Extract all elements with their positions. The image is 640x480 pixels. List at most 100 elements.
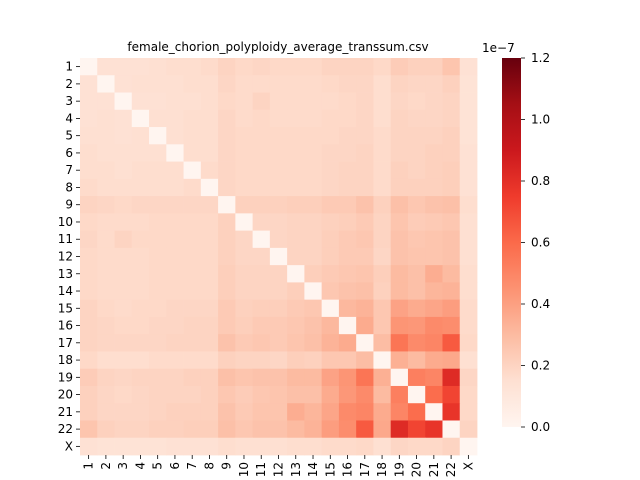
heatmap-cell (304, 282, 323, 301)
heatmap-cell (356, 109, 374, 128)
heatmap-cell (321, 58, 340, 76)
heatmap-cell (407, 316, 426, 335)
heatmap-cell (287, 178, 305, 197)
y-tick-label: 17 (58, 336, 73, 350)
heatmap-cell (321, 127, 340, 145)
heatmap-cell (390, 282, 409, 301)
heatmap-cell (304, 109, 323, 128)
heatmap-cell (252, 299, 271, 318)
heatmap-cell (80, 368, 98, 387)
heatmap-cell (252, 282, 271, 301)
heatmap-cell (304, 144, 323, 162)
heatmap-cell (373, 161, 392, 180)
heatmap-cell (80, 109, 98, 128)
heatmap-cell (338, 265, 357, 283)
heatmap-cell (80, 334, 98, 352)
heatmap-cell (97, 92, 115, 111)
heatmap-cell (166, 299, 184, 318)
heatmap-cell (442, 437, 461, 456)
heatmap-cell (183, 265, 202, 283)
heatmap-cell (131, 127, 150, 145)
heatmap-cell (442, 368, 461, 387)
heatmap-cell (459, 420, 478, 439)
heatmap-cell (287, 109, 305, 128)
heatmap-cell (183, 230, 202, 249)
heatmap-cell (97, 127, 115, 145)
heatmap-cell (235, 403, 254, 421)
y-tick-label: 16 (58, 319, 73, 333)
heatmap-cell (356, 213, 374, 232)
heatmap-cell (131, 265, 150, 283)
heatmap-cell (373, 230, 392, 249)
heatmap-cell (183, 282, 202, 301)
heatmap-cell (338, 230, 357, 249)
heatmap-cell (166, 196, 184, 214)
heatmap-cell (390, 437, 409, 456)
heatmap-cell (149, 247, 167, 266)
x-tick-label: 3 (116, 462, 130, 470)
heatmap-cell (218, 282, 236, 301)
heatmap-cell (269, 247, 288, 266)
heatmap-cell (252, 92, 271, 111)
heatmap-cell (287, 316, 305, 335)
heatmap-cell (114, 109, 133, 128)
heatmap-cell (407, 92, 426, 111)
heatmap-cell (459, 161, 478, 180)
heatmap-cell (269, 368, 288, 387)
heatmap-cell (356, 178, 374, 197)
heatmap-cell (252, 127, 271, 145)
heatmap-cell (338, 420, 357, 439)
heatmap-cell (114, 282, 133, 301)
heatmap-cell (442, 403, 461, 421)
heatmap-cell (373, 420, 392, 439)
heatmap-cell (407, 437, 426, 456)
x-tick-label: 11 (254, 462, 268, 477)
heatmap-cell (321, 403, 340, 421)
heatmap-cell (373, 213, 392, 232)
heatmap-cell (321, 334, 340, 352)
heatmap-cell (252, 420, 271, 439)
heatmap-cell (356, 75, 374, 93)
y-tick-label: 5 (65, 129, 73, 143)
heatmap-cell (287, 196, 305, 214)
heatmap-cell (131, 230, 150, 249)
heatmap-cell (200, 247, 219, 266)
heatmap-cell (269, 316, 288, 335)
heatmap-cell (114, 385, 133, 404)
heatmap-cell (425, 196, 443, 214)
heatmap-cell (166, 437, 184, 456)
y-tick-label: 20 (58, 388, 73, 402)
heatmap-cell (166, 58, 184, 76)
heatmap-cell (183, 368, 202, 387)
heatmap-cell (183, 178, 202, 197)
y-tick-label: 4 (65, 111, 73, 125)
heatmap-cell (166, 385, 184, 404)
heatmap-cell (459, 351, 478, 370)
heatmap-cell (80, 265, 98, 283)
heatmap-cell (425, 58, 443, 76)
heatmap-cell (373, 144, 392, 162)
heatmap-cell (252, 334, 271, 352)
heatmap-cell (235, 230, 254, 249)
heatmap-cell (425, 368, 443, 387)
heatmap-cell (442, 58, 461, 76)
heatmap-cell (235, 299, 254, 318)
heatmap-cell (97, 161, 115, 180)
heatmap-cell (166, 282, 184, 301)
heatmap-cell (425, 92, 443, 111)
heatmap-cell (321, 316, 340, 335)
heatmap-cell (218, 109, 236, 128)
heatmap-cell (390, 161, 409, 180)
heatmap-cell (269, 265, 288, 283)
heatmap-cell (425, 265, 443, 283)
heatmap-cell (218, 403, 236, 421)
heatmap-cell (338, 299, 357, 318)
heatmap-cell (338, 368, 357, 387)
heatmap-cell (235, 282, 254, 301)
x-tick-label: 17 (358, 462, 372, 477)
heatmap-cell (304, 178, 323, 197)
heatmap-cell (269, 144, 288, 162)
heatmap-cell (407, 109, 426, 128)
heatmap-cell (166, 351, 184, 370)
heatmap-cell (442, 282, 461, 301)
